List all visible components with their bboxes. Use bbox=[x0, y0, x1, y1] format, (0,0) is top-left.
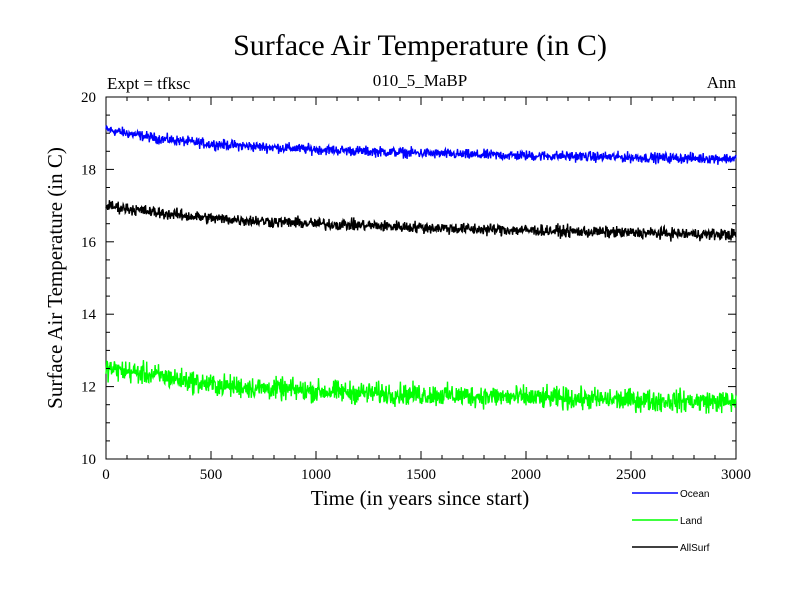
legend-label-ocean: Ocean bbox=[680, 489, 709, 500]
subtitle-right: Ann bbox=[707, 73, 737, 92]
tick-layer bbox=[105, 96, 737, 460]
x-tick-label: 2000 bbox=[511, 467, 541, 483]
series-layer bbox=[105, 125, 737, 414]
x-tick-label: 1500 bbox=[406, 467, 436, 483]
y-tick-labels: 10 12 14 16 18 20 bbox=[81, 90, 97, 468]
y-tick-label: 18 bbox=[81, 162, 96, 178]
y-tick-label: 16 bbox=[81, 235, 97, 251]
series-line-land bbox=[105, 360, 737, 414]
x-axis-label: Time (in years since start) bbox=[311, 486, 530, 510]
x-tick-label: 2500 bbox=[616, 467, 646, 483]
y-tick-label: 20 bbox=[81, 90, 96, 106]
y-tick-label: 12 bbox=[81, 380, 96, 396]
series-line-ocean bbox=[105, 125, 737, 165]
legend-label-land: Land bbox=[680, 516, 702, 527]
y-axis-label: Surface Air Temperature (in C) bbox=[43, 147, 67, 409]
y-tick-label: 14 bbox=[81, 307, 97, 323]
subtitle-left: Expt = tfksc bbox=[107, 74, 191, 93]
x-tick-label: 3000 bbox=[721, 467, 751, 483]
subtitle-center: 010_5_MaBP bbox=[373, 71, 467, 90]
x-tick-label: 0 bbox=[102, 467, 110, 483]
x-tick-label: 1000 bbox=[301, 467, 331, 483]
x-tick-labels: 0 500 1000 1500 2000 2500 3000 bbox=[102, 467, 751, 483]
x-tick-label: 500 bbox=[200, 467, 223, 483]
legend-label-allsurf: AllSurf bbox=[680, 543, 710, 554]
y-tick-label: 10 bbox=[81, 452, 96, 468]
series-line-allsurf bbox=[105, 200, 737, 242]
legend: Ocean Land AllSurf bbox=[632, 489, 710, 554]
chart-title: Surface Air Temperature (in C) bbox=[233, 29, 607, 62]
